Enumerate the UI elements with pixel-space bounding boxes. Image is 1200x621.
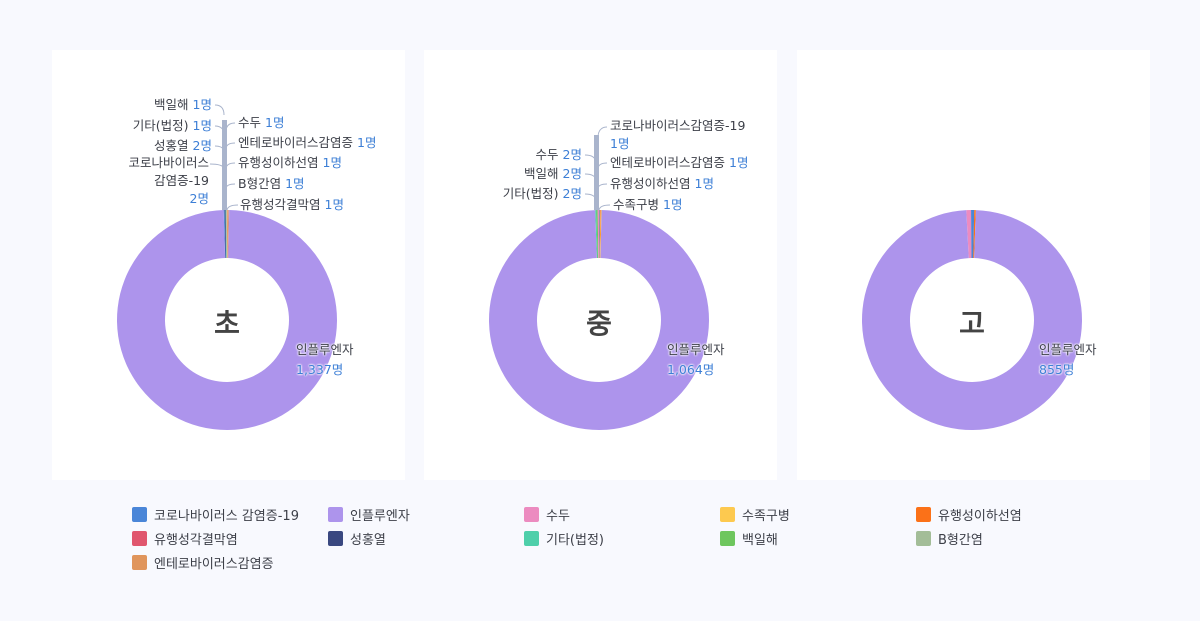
- leader-line: [226, 204, 239, 211]
- slice-label-scarlet-fever: 성홍열 2명: [154, 138, 212, 153]
- donut-slice[interactable]: [226, 210, 228, 259]
- legend-swatch: [132, 530, 147, 546]
- donut-slice[interactable]: [597, 210, 599, 259]
- legend-swatch: [720, 530, 735, 546]
- leader-line: [209, 163, 225, 169]
- legend-swatch: [524, 506, 539, 522]
- slice-label-enterovirus: 엔테로바이러스감염증 1명: [238, 135, 377, 150]
- leader-line: [214, 125, 225, 133]
- donut-slice[interactable]: [596, 210, 599, 259]
- donut-chart-middle: [489, 126, 710, 430]
- donut-chart-elementary: [117, 104, 337, 431]
- legend-swatch: [328, 530, 343, 546]
- legend-item-pertussis[interactable]: 백일해: [720, 528, 778, 548]
- legend-item-chickenpox[interactable]: 수두: [524, 504, 570, 524]
- donut-slice[interactable]: [600, 210, 602, 259]
- donut-slice[interactable]: [227, 210, 230, 259]
- legend-item-conjunctivitis[interactable]: 유행성각결막염: [132, 528, 238, 548]
- legend-swatch: [916, 530, 931, 546]
- donut-slice[interactable]: [599, 210, 601, 259]
- donut-slice[interactable]: [599, 210, 600, 259]
- donut-slice[interactable]: [227, 210, 229, 259]
- donut-slice[interactable]: [117, 210, 337, 431]
- slice-label-pertussis: 백일해 2명: [524, 166, 582, 181]
- leader-line: [225, 142, 236, 149]
- legend-swatch: [720, 506, 735, 522]
- donut-slice[interactable]: [227, 210, 228, 259]
- legend-swatch: [132, 506, 147, 522]
- legend-item-covid19[interactable]: 코로나바이러스 감염증-19: [132, 504, 299, 524]
- leader-line: [584, 154, 597, 163]
- donut-slice[interactable]: [599, 210, 601, 259]
- slice-label-influenza: 인플루엔자 1,064명: [667, 342, 725, 377]
- leader-stem: [594, 135, 599, 210]
- leader-line: [225, 122, 236, 131]
- chart-panel-middle: 중 수두 2명 백일해 2명 기타(법정) 2명 코로나바이러스감염증-19 1…: [424, 50, 777, 480]
- donut-chart-high: [862, 210, 1082, 430]
- donut-slice[interactable]: [227, 210, 229, 259]
- donut-slice[interactable]: [224, 210, 227, 259]
- donut-slice[interactable]: [862, 210, 1082, 430]
- slice-label-conjunctivitis: 유행성각결막염 1명: [240, 197, 344, 212]
- donut-slice[interactable]: [966, 210, 972, 259]
- donut-slice[interactable]: [595, 210, 598, 259]
- legend-item-other-legal[interactable]: 기타(법정): [524, 528, 604, 548]
- legend-item-mumps[interactable]: 유행성이하선염: [916, 504, 1022, 524]
- center-label: 중: [586, 307, 612, 340]
- slice-label-enterovirus: 엔테로바이러스감염증 1명: [610, 155, 749, 170]
- leader-line: [225, 183, 236, 189]
- donut-slice[interactable]: [973, 210, 976, 259]
- chart-panel-elementary: 초 백일해 1명 기타(법정) 1명 성홍열 2명 코로나바이러스 감염증-19…: [52, 50, 405, 480]
- donut-slice[interactable]: [223, 210, 226, 259]
- leader-stem: [222, 120, 227, 210]
- center-label: 고: [959, 307, 985, 340]
- legend-swatch: [524, 530, 539, 546]
- donut-slice[interactable]: [971, 210, 975, 259]
- slice-label-other-legal: 기타(법정) 2명: [502, 186, 582, 201]
- leader-line: [225, 162, 236, 169]
- legend-item-hfmd[interactable]: 수족구병: [720, 504, 790, 524]
- slice-label-hfmd: 수족구병 1명: [613, 197, 683, 212]
- donut-slice[interactable]: [226, 210, 227, 259]
- slice-label-influenza: 인플루엔자 855명: [1039, 342, 1097, 377]
- slice-label-other-legal: 기타(법정) 1명: [132, 118, 212, 133]
- leader-line: [597, 126, 608, 137]
- slice-label-pertussis: 백일해 1명: [154, 97, 212, 112]
- leader-line: [214, 104, 225, 116]
- leader-line: [597, 162, 608, 169]
- legend-item-scarlet-fever[interactable]: 성홍열: [328, 528, 386, 548]
- leader-line: [597, 183, 608, 189]
- legend-swatch: [132, 554, 147, 570]
- slice-label-hepatitis-b: B형간염 1명: [238, 176, 305, 191]
- donut-slice[interactable]: [225, 210, 227, 259]
- leader-line: [584, 193, 597, 201]
- legend-swatch: [916, 506, 931, 522]
- slice-label-mumps: 유행성이하선염 1명: [610, 176, 714, 191]
- slice-label-chickenpox: 수두 1명: [238, 115, 285, 130]
- legend-item-influenza[interactable]: 인플루엔자: [328, 504, 410, 524]
- center-label: 초: [214, 307, 240, 340]
- leader-line: [214, 145, 225, 151]
- leader-line: [584, 173, 597, 181]
- leader-line: [598, 204, 611, 211]
- slice-label-influenza: 인플루엔자 1,337명: [296, 342, 354, 377]
- slice-label-covid19: 코로나바이러스 감염증-19 2명: [128, 155, 209, 206]
- slice-label-covid19: 코로나바이러스감염증-19 1명: [610, 118, 746, 151]
- donut-slice[interactable]: [489, 210, 710, 430]
- slice-label-mumps: 유행성이하선염 1명: [238, 155, 342, 170]
- legend-item-enterovirus[interactable]: 엔테로바이러스감염증: [132, 552, 274, 572]
- chart-panel-high: 고 인플루엔자 855명: [797, 50, 1150, 480]
- legend-swatch: [328, 506, 343, 522]
- slice-label-chickenpox: 수두 2명: [535, 147, 582, 162]
- legend-item-hepatitis-b[interactable]: B형간염: [916, 528, 983, 548]
